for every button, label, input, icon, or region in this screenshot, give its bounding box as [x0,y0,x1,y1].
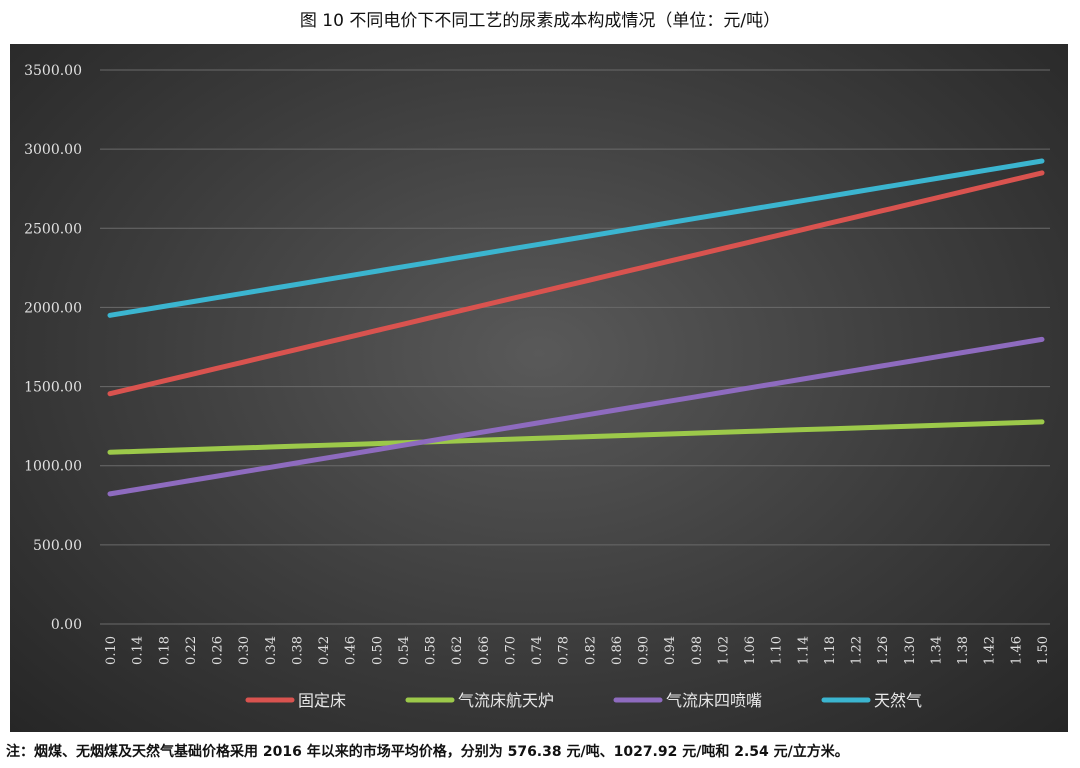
chart-title: 图 10 不同电价下不同工艺的尿素成本构成情况（单位：元/吨） [299,11,781,31]
legend-label: 固定床 [298,691,346,710]
x-tick-label: 1.18 [823,636,838,665]
x-tick-label: 0.26 [211,636,226,665]
y-tick-label: 1000.00 [24,459,82,475]
x-tick-label: 0.18 [157,636,172,665]
x-tick-label: 1.10 [770,636,785,665]
legend-label: 气流床航天炉 [458,691,554,710]
x-tick-label: 0.62 [450,636,465,665]
x-tick-label: 0.78 [557,636,572,665]
x-tick-label: 0.50 [370,636,385,665]
series-line [107,336,1045,497]
x-tick-label: 0.82 [583,636,598,665]
x-tick-label: 1.14 [796,636,811,665]
x-tick-label: 1.22 [850,636,865,665]
y-tick-label: 2500.00 [24,221,82,237]
x-tick-label: 1.46 [1009,636,1024,665]
x-tick-label: 0.10 [104,636,119,665]
series-line [107,158,1045,318]
x-tick-label: 0.14 [131,636,146,665]
x-tick-label: 0.90 [637,636,652,665]
x-tick-label: 0.38 [290,636,305,665]
x-tick-label: 0.98 [690,636,705,665]
y-tick-label: 3500.00 [24,63,82,79]
series-line [107,170,1045,397]
y-tick-label: 1500.00 [24,380,82,396]
x-tick-label: 0.34 [264,636,279,665]
chart-panel: 0.00 500.00 1000.00 1500.00 2000.00 2500.00 30… [10,44,1068,732]
x-tick-label: 0.30 [237,636,252,665]
x-tick-label: 0.86 [610,636,625,665]
x-tick-label: 0.54 [397,636,412,665]
x-tick-label: 0.66 [477,636,492,665]
x-tick-label: 0.70 [503,636,518,665]
x-tick-label: 1.02 [716,636,731,665]
x-tick-label: 1.42 [983,636,998,665]
x-tick-label: 1.26 [876,636,891,665]
y-tick-label: 500.00 [33,538,82,554]
x-tick-label: 0.22 [184,636,199,665]
y-tick-label: 3000.00 [24,142,82,158]
x-tick-label: 1.06 [743,636,758,665]
x-tick-label: 0.58 [424,636,439,665]
x-tick-label: 0.94 [663,636,678,665]
line-chart: 0.00 500.00 1000.00 1500.00 2000.00 2500.00 30… [24,63,1051,710]
x-tick-label: 1.30 [903,636,918,665]
x-tick-label: 0.42 [317,636,332,665]
x-tick-label: 1.38 [956,636,971,665]
x-tick-label: 0.74 [530,636,545,665]
x-tick-label: 0.46 [344,636,359,665]
y-tick-label: 2000.00 [24,300,82,316]
x-tick-label: 1.34 [929,636,944,665]
footnote: 注：烟煤、无烟煤及天然气基础价格采用 2016 年以来的市场平均价格，分别为 5… [6,744,849,760]
legend-label: 气流床四喷嘴 [666,691,762,710]
legend-label: 天然气 [874,691,922,710]
y-tick-label: 0.00 [51,617,82,633]
series-line [107,419,1045,455]
x-tick-label: 1.50 [1036,636,1051,665]
